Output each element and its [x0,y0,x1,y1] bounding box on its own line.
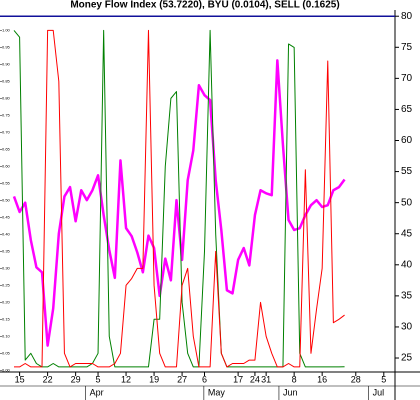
y-tick-label: 0.65 [2,146,11,151]
y-tick-label: 1.00 [2,27,11,32]
y-tick-label: 0.60 [2,163,11,168]
y2-tick-label: 70 [401,73,413,84]
series-line [13,29,345,368]
series-line [14,29,345,368]
x-tick-label: 17 [233,374,243,384]
y-tick-label: 0.25 [2,282,11,287]
month-label: May [208,387,226,397]
x-tick-label: 24 [250,374,260,384]
y-tick-label: 0.40 [2,231,11,236]
y2-tick-label: 60 [401,135,413,146]
x-tick-label: 19 [149,374,159,384]
y2-tick-label: 50 [401,197,413,208]
x-tick-label: 8 [292,374,297,384]
x-tick-label: 16 [317,374,327,384]
y-tick-label: 0.55 [2,180,11,185]
month-label: Jun [283,387,298,397]
x-tick-label: 5 [381,374,386,384]
y-tick-label: 0.75 [2,112,11,117]
x-tick-label: 27 [177,374,187,384]
month-label: Jul [373,387,385,397]
y-tick-label: 0.20 [2,299,11,304]
y2-tick-label: 55 [401,166,413,177]
y-tick-label: 0.50 [2,197,11,202]
y-tick-label: 0.85 [2,78,11,83]
y2-tick-label: 40 [401,259,413,270]
y-tick-label: 0.30 [2,265,11,270]
y-tick-label: 0.00 [2,367,11,372]
x-tick-label: 5 [96,374,101,384]
y-tick-label: 0.95 [2,44,11,49]
y-tick-label: 0.05 [2,350,11,355]
y2-tick-label: 75 [401,42,413,53]
x-tick-label: 12 [121,374,131,384]
y2-tick-label: 65 [401,104,413,115]
x-tick-label: 29 [71,374,81,384]
y-tick-label: 0.10 [2,333,11,338]
y2-tick-label: 35 [401,291,413,302]
y2-tick-label: 80 [401,11,413,22]
x-tick-label: 31 [261,374,271,384]
y-tick-label: 0.70 [2,129,11,134]
y-tick-label: 0.15 [2,316,11,321]
x-tick-label: 6 [202,374,207,384]
y-tick-label: 0.80 [2,95,11,100]
y2-tick-label: 45 [401,228,413,239]
y-tick-label: 0.45 [2,214,11,219]
y2-tick-label: 25 [401,353,413,364]
x-tick-label: 22 [43,374,53,384]
chart-title: Money Flow Index (53.7220), BYU (0.0104)… [70,0,339,11]
x-tick-label: 28 [351,374,361,384]
y-tick-label: 0.35 [2,248,11,253]
y2-tick-label: 30 [401,322,413,333]
series-line [12,59,346,347]
month-label: Apr [90,387,104,397]
y-tick-label: 0.90 [2,61,11,66]
x-tick-label: 15 [15,374,25,384]
